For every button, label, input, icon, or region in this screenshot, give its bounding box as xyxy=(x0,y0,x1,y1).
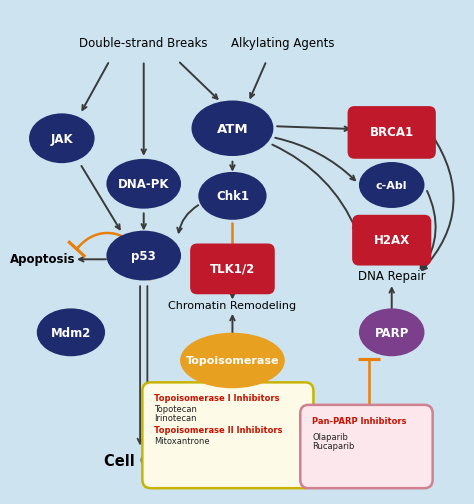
FancyBboxPatch shape xyxy=(300,405,433,488)
Ellipse shape xyxy=(198,172,266,220)
Text: Apoptosis: Apoptosis xyxy=(9,253,75,266)
Ellipse shape xyxy=(359,308,425,356)
Ellipse shape xyxy=(37,308,105,356)
Text: JAK: JAK xyxy=(51,133,73,146)
Ellipse shape xyxy=(106,231,181,280)
Ellipse shape xyxy=(191,100,273,156)
FancyBboxPatch shape xyxy=(190,243,275,294)
Text: Topoisomerase: Topoisomerase xyxy=(186,356,279,366)
Ellipse shape xyxy=(359,162,425,208)
Text: DNA Repair: DNA Repair xyxy=(358,270,426,283)
FancyBboxPatch shape xyxy=(142,383,313,488)
Text: Topoisomerase I Inhibitors: Topoisomerase I Inhibitors xyxy=(154,394,280,403)
Text: Topotecan: Topotecan xyxy=(154,405,197,414)
Text: DNA-PK: DNA-PK xyxy=(118,178,170,191)
Text: c-Abl: c-Abl xyxy=(376,181,408,191)
Text: Chromatin Remodeling: Chromatin Remodeling xyxy=(168,301,297,311)
Text: PARP: PARP xyxy=(374,327,409,340)
Ellipse shape xyxy=(29,113,95,163)
Text: Pan-PARP Inhibitors: Pan-PARP Inhibitors xyxy=(312,417,407,426)
Text: Double-strand Breaks: Double-strand Breaks xyxy=(80,37,208,50)
Text: ATM: ATM xyxy=(217,122,248,136)
Text: Chk1: Chk1 xyxy=(216,190,249,203)
Text: Mdm2: Mdm2 xyxy=(51,327,91,340)
Text: Topoisomerase II Inhibitors: Topoisomerase II Inhibitors xyxy=(154,426,283,435)
Text: Rucaparib: Rucaparib xyxy=(312,443,355,452)
FancyBboxPatch shape xyxy=(347,106,436,159)
FancyBboxPatch shape xyxy=(352,215,431,266)
Text: Cell Cycle: Cell Cycle xyxy=(104,454,183,469)
Text: Alkylating Agents: Alkylating Agents xyxy=(231,37,334,50)
Text: TLK1/2: TLK1/2 xyxy=(210,263,255,275)
Ellipse shape xyxy=(106,159,181,209)
Text: H2AX: H2AX xyxy=(374,234,410,246)
Text: p53: p53 xyxy=(131,250,156,263)
Text: Olaparib: Olaparib xyxy=(312,433,348,442)
Ellipse shape xyxy=(180,333,285,388)
Text: BRCA1: BRCA1 xyxy=(370,126,414,139)
Text: Irinotecan: Irinotecan xyxy=(154,414,197,423)
Text: Mitoxantrone: Mitoxantrone xyxy=(154,437,210,446)
